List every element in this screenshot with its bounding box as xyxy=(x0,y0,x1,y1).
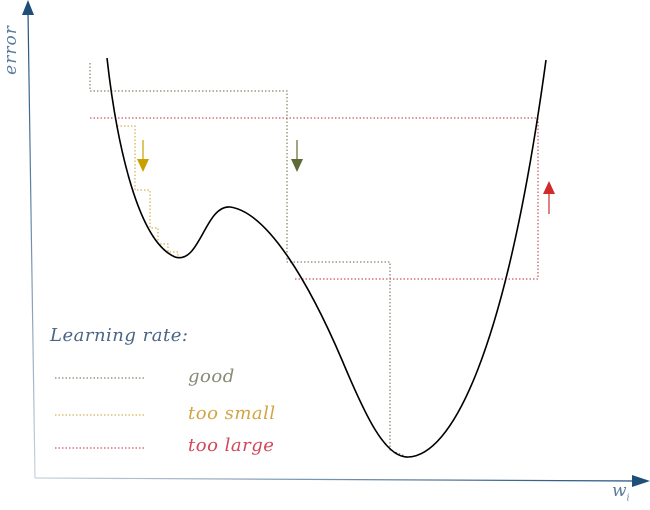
x-axis-label-subscript: i xyxy=(626,493,630,504)
y-axis-label: error xyxy=(0,25,21,75)
x-axis-label-main: w xyxy=(612,481,627,501)
legend-title: Learning rate: xyxy=(50,325,189,346)
legend-label-too-large: too large xyxy=(188,435,275,456)
legend-label-good: good xyxy=(188,366,235,387)
down-arrow-small xyxy=(137,140,149,172)
too-small-rate-path xyxy=(117,125,179,257)
legend-label-too-small: too small xyxy=(188,403,276,424)
y-axis xyxy=(27,11,36,479)
y-axis-arrowhead xyxy=(22,0,34,15)
x-axis-label: wi xyxy=(612,481,629,503)
down-arrow-good xyxy=(291,140,303,172)
error-curve xyxy=(106,57,547,458)
good-rate-path xyxy=(89,63,406,457)
too-large-rate-path xyxy=(90,117,539,280)
up-arrow-large xyxy=(543,181,555,214)
x-axis xyxy=(34,477,637,482)
x-axis-arrowhead xyxy=(632,475,650,487)
